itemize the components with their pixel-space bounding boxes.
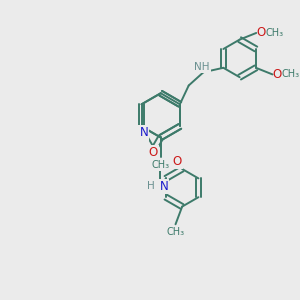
Text: O: O <box>172 155 181 168</box>
Text: O: O <box>148 146 158 159</box>
Text: O: O <box>272 68 282 81</box>
Text: CH₃: CH₃ <box>167 227 184 237</box>
Text: CH₃: CH₃ <box>282 69 300 80</box>
Text: N: N <box>160 180 168 193</box>
Text: H: H <box>147 181 155 191</box>
Text: NH: NH <box>194 62 210 72</box>
Text: CH₃: CH₃ <box>152 160 170 170</box>
Text: N: N <box>140 126 148 140</box>
Text: O: O <box>256 26 265 40</box>
Text: CH₃: CH₃ <box>266 28 284 38</box>
